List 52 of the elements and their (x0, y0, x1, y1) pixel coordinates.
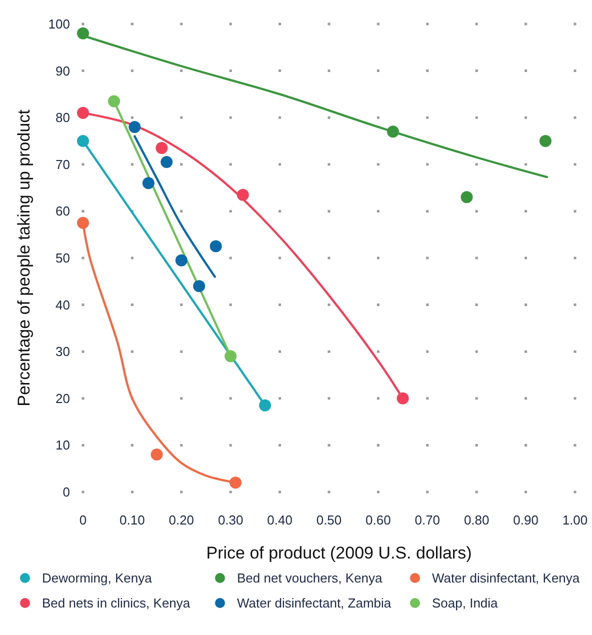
point (386, 126, 399, 138)
point (224, 350, 237, 362)
y-tick-label: 0 (62, 484, 70, 500)
point (175, 254, 188, 266)
y-tick-label: 10 (56, 438, 70, 453)
y-tick-label: 80 (56, 110, 70, 126)
y-tick-label: 60 (56, 204, 70, 219)
x-tick-label: 0.10 (120, 512, 145, 528)
x-tick-label: 0.70 (414, 512, 440, 528)
point (193, 280, 206, 292)
point (156, 142, 168, 154)
y-tick-label: 30 (56, 344, 70, 360)
point (108, 95, 120, 108)
legend-label: Deworming, Kenya (42, 570, 153, 586)
point (77, 135, 89, 147)
x-tick-label: 0.30 (218, 512, 244, 528)
point (396, 392, 409, 404)
legend-label: Water disinfectant, Zambia (237, 596, 392, 610)
point (210, 240, 222, 252)
point (142, 177, 154, 190)
legend-label: Bed nets in clinics, Kenya (42, 596, 191, 610)
point (150, 448, 163, 461)
y-tick-label: 70 (56, 156, 70, 172)
x-axis-title: Price of product (2009 U.S. dollars) (206, 544, 472, 562)
y-tick-label: 20 (56, 390, 70, 406)
point (160, 156, 173, 168)
y-tick-label: 40 (56, 297, 70, 312)
x-tick-label: 0.50 (316, 512, 342, 528)
line-series (134, 135, 216, 278)
point (539, 135, 552, 147)
point (236, 188, 249, 201)
y-axis-title: Percentage of people taking up product (14, 109, 34, 406)
point (77, 106, 89, 119)
legend-label: Water disinfectant, Kenya (432, 570, 580, 586)
x-tick-label: 0.60 (366, 512, 391, 528)
x-tick-label: 0.80 (464, 512, 490, 528)
point (77, 27, 89, 40)
point (230, 476, 242, 489)
point (259, 399, 272, 412)
x-tick-label: 1.00 (562, 512, 588, 528)
y-tick-label: 90 (56, 63, 70, 78)
point (77, 216, 89, 229)
y-tick-label: 100 (48, 16, 70, 32)
x-tick-label: 0.90 (513, 512, 538, 528)
point (128, 120, 141, 133)
legend-label: Bed net vouchers, Kenya (237, 570, 384, 586)
x-tick-label: 0.40 (267, 512, 292, 528)
x-tick-label: 0 (79, 512, 87, 528)
y-tick-label: 50 (56, 250, 70, 266)
point (460, 191, 473, 204)
x-tick-label: 0.20 (168, 512, 194, 528)
legend-label: Soap, India (432, 596, 499, 610)
